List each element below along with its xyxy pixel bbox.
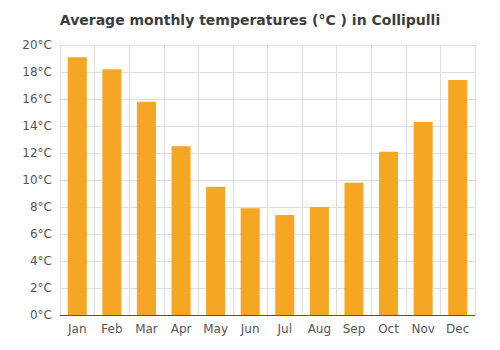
svg-text:Aug: Aug <box>308 322 331 336</box>
svg-text:Mar: Mar <box>135 322 158 336</box>
svg-text:Jun: Jun <box>240 322 260 336</box>
svg-text:Jul: Jul <box>277 322 292 336</box>
svg-text:12°C: 12°C <box>22 146 52 160</box>
svg-text:6°C: 6°C <box>30 227 52 241</box>
svg-text:20°C: 20°C <box>22 38 52 52</box>
svg-text:2°C: 2°C <box>30 281 52 295</box>
svg-text:10°C: 10°C <box>22 173 52 187</box>
svg-text:Nov: Nov <box>411 322 434 336</box>
svg-text:Jan: Jan <box>67 322 87 336</box>
svg-text:Average monthly temperatures (: Average monthly temperatures (°C ) in Co… <box>60 12 440 28</box>
svg-text:Sep: Sep <box>343 322 366 336</box>
svg-text:4°C: 4°C <box>30 254 52 268</box>
svg-text:Oct: Oct <box>378 322 399 336</box>
svg-text:Apr: Apr <box>171 322 192 336</box>
svg-text:16°C: 16°C <box>22 92 52 106</box>
svg-text:8°C: 8°C <box>30 200 52 214</box>
svg-text:Feb: Feb <box>101 322 122 336</box>
svg-text:May: May <box>203 322 228 336</box>
svg-text:Dec: Dec <box>446 322 469 336</box>
svg-text:0°C: 0°C <box>30 308 52 322</box>
svg-text:18°C: 18°C <box>22 65 52 79</box>
svg-text:14°C: 14°C <box>22 119 52 133</box>
